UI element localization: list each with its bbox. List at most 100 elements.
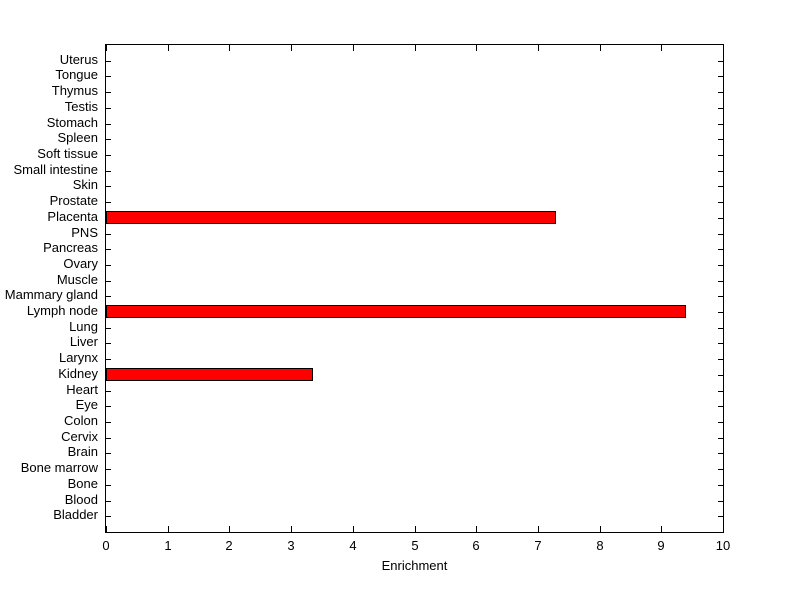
y-tick-label-kidney: Kidney bbox=[58, 366, 98, 381]
y-tick-label-brain: Brain bbox=[67, 444, 98, 459]
x-tick-mark-top bbox=[600, 45, 601, 51]
y-tick-mark-left bbox=[106, 281, 111, 282]
y-tick-mark-left bbox=[106, 186, 111, 187]
y-tick-mark-left bbox=[106, 108, 111, 109]
y-tick-mark-right bbox=[718, 328, 723, 329]
x-tick-mark-top bbox=[106, 45, 107, 51]
x-tick-label-1: 1 bbox=[164, 538, 172, 553]
y-tick-mark-left bbox=[106, 76, 111, 77]
y-tick-mark-right bbox=[718, 485, 723, 486]
y-tick-mark-left bbox=[106, 469, 111, 470]
y-tick-mark-right bbox=[718, 422, 723, 423]
x-tick-mark-bottom bbox=[661, 526, 662, 532]
x-tick-mark-bottom bbox=[723, 526, 724, 532]
y-tick-label-prostate: Prostate bbox=[49, 193, 98, 208]
y-tick-mark-left bbox=[106, 501, 111, 502]
x-tick-mark-top bbox=[229, 45, 230, 51]
y-tick-label-mammary-gland: Mammary gland bbox=[4, 287, 98, 302]
x-tick-label-0: 0 bbox=[102, 538, 110, 553]
y-tick-label-liver: Liver bbox=[69, 334, 98, 349]
y-tick-mark-right bbox=[718, 155, 723, 156]
y-tick-mark-left bbox=[106, 155, 111, 156]
x-tick-mark-bottom bbox=[538, 526, 539, 532]
x-tick-label-7: 7 bbox=[534, 538, 542, 553]
y-tick-mark-left bbox=[106, 453, 111, 454]
y-tick-mark-right bbox=[718, 234, 723, 235]
y-tick-mark-right bbox=[718, 139, 723, 140]
y-tick-mark-left bbox=[106, 438, 111, 439]
y-tick-label-skin: Skin bbox=[72, 177, 98, 192]
y-tick-mark-right bbox=[718, 202, 723, 203]
y-tick-label-bone-marrow: Bone marrow bbox=[20, 460, 98, 475]
x-tick-mark-top bbox=[415, 45, 416, 51]
y-tick-mark-left bbox=[106, 171, 111, 172]
y-tick-mark-right bbox=[718, 296, 723, 297]
y-tick-label-small-intestine: Small intestine bbox=[13, 162, 98, 177]
y-tick-mark-right bbox=[718, 61, 723, 62]
y-tick-label-spleen: Spleen bbox=[57, 130, 98, 145]
y-tick-mark-left bbox=[106, 265, 111, 266]
y-tick-label-soft-tissue: Soft tissue bbox=[37, 146, 98, 161]
x-tick-label-10: 10 bbox=[715, 538, 731, 553]
y-tick-label-larynx: Larynx bbox=[58, 350, 98, 365]
y-tick-label-bladder: Bladder bbox=[53, 507, 98, 522]
bar-kidney bbox=[106, 368, 313, 381]
y-tick-mark-right bbox=[718, 92, 723, 93]
x-tick-mark-top bbox=[476, 45, 477, 51]
bar-lymph-node bbox=[106, 305, 686, 318]
y-tick-label-blood: Blood bbox=[64, 492, 98, 507]
x-tick-label-5: 5 bbox=[411, 538, 419, 553]
y-tick-mark-left bbox=[106, 296, 111, 297]
y-tick-mark-left bbox=[106, 359, 111, 360]
x-tick-mark-bottom bbox=[106, 526, 107, 532]
x-tick-mark-top bbox=[168, 45, 169, 51]
y-tick-label-tongue: Tongue bbox=[55, 67, 98, 82]
y-tick-mark-right bbox=[718, 312, 723, 313]
y-tick-mark-right bbox=[718, 438, 723, 439]
y-tick-mark-right bbox=[718, 124, 723, 125]
y-tick-mark-right bbox=[718, 108, 723, 109]
y-tick-mark-right bbox=[718, 218, 723, 219]
y-tick-mark-right bbox=[718, 171, 723, 172]
y-tick-mark-right bbox=[718, 391, 723, 392]
y-tick-mark-right bbox=[718, 469, 723, 470]
x-tick-mark-top bbox=[291, 45, 292, 51]
y-tick-label-lymph-node: Lymph node bbox=[26, 303, 98, 318]
x-tick-label-6: 6 bbox=[472, 538, 480, 553]
x-tick-mark-bottom bbox=[353, 526, 354, 532]
y-tick-label-colon: Colon bbox=[64, 413, 98, 428]
y-tick-mark-left bbox=[106, 92, 111, 93]
y-tick-label-uterus: Uterus bbox=[59, 52, 98, 67]
y-tick-mark-right bbox=[718, 186, 723, 187]
x-tick-label-2: 2 bbox=[225, 538, 233, 553]
bar-placenta bbox=[106, 211, 556, 224]
y-tick-mark-right bbox=[718, 265, 723, 266]
y-tick-label-pns: PNS bbox=[71, 225, 98, 240]
y-tick-label-pancreas: Pancreas bbox=[43, 240, 98, 255]
y-tick-label-muscle: Muscle bbox=[56, 272, 98, 287]
y-tick-label-placenta: Placenta bbox=[47, 209, 98, 224]
y-tick-mark-left bbox=[106, 343, 111, 344]
y-tick-label-testis: Testis bbox=[64, 99, 98, 114]
y-tick-mark-right bbox=[718, 516, 723, 517]
y-tick-mark-left bbox=[106, 422, 111, 423]
y-tick-label-ovary: Ovary bbox=[63, 256, 98, 271]
y-tick-label-cervix: Cervix bbox=[61, 429, 98, 444]
y-tick-mark-left bbox=[106, 249, 111, 250]
y-tick-label-bone: Bone bbox=[67, 476, 98, 491]
x-tick-mark-bottom bbox=[476, 526, 477, 532]
x-tick-mark-top bbox=[723, 45, 724, 51]
y-tick-mark-left bbox=[106, 139, 111, 140]
y-tick-mark-right bbox=[718, 375, 723, 376]
y-tick-mark-left bbox=[106, 61, 111, 62]
y-tick-mark-right bbox=[718, 359, 723, 360]
x-tick-label-3: 3 bbox=[287, 538, 295, 553]
plot-area bbox=[105, 44, 724, 533]
y-tick-mark-left bbox=[106, 124, 111, 125]
y-tick-label-heart: Heart bbox=[66, 382, 98, 397]
y-tick-mark-left bbox=[106, 391, 111, 392]
y-tick-mark-left bbox=[106, 485, 111, 486]
x-tick-mark-bottom bbox=[291, 526, 292, 532]
x-axis-label: Enrichment bbox=[381, 558, 448, 573]
